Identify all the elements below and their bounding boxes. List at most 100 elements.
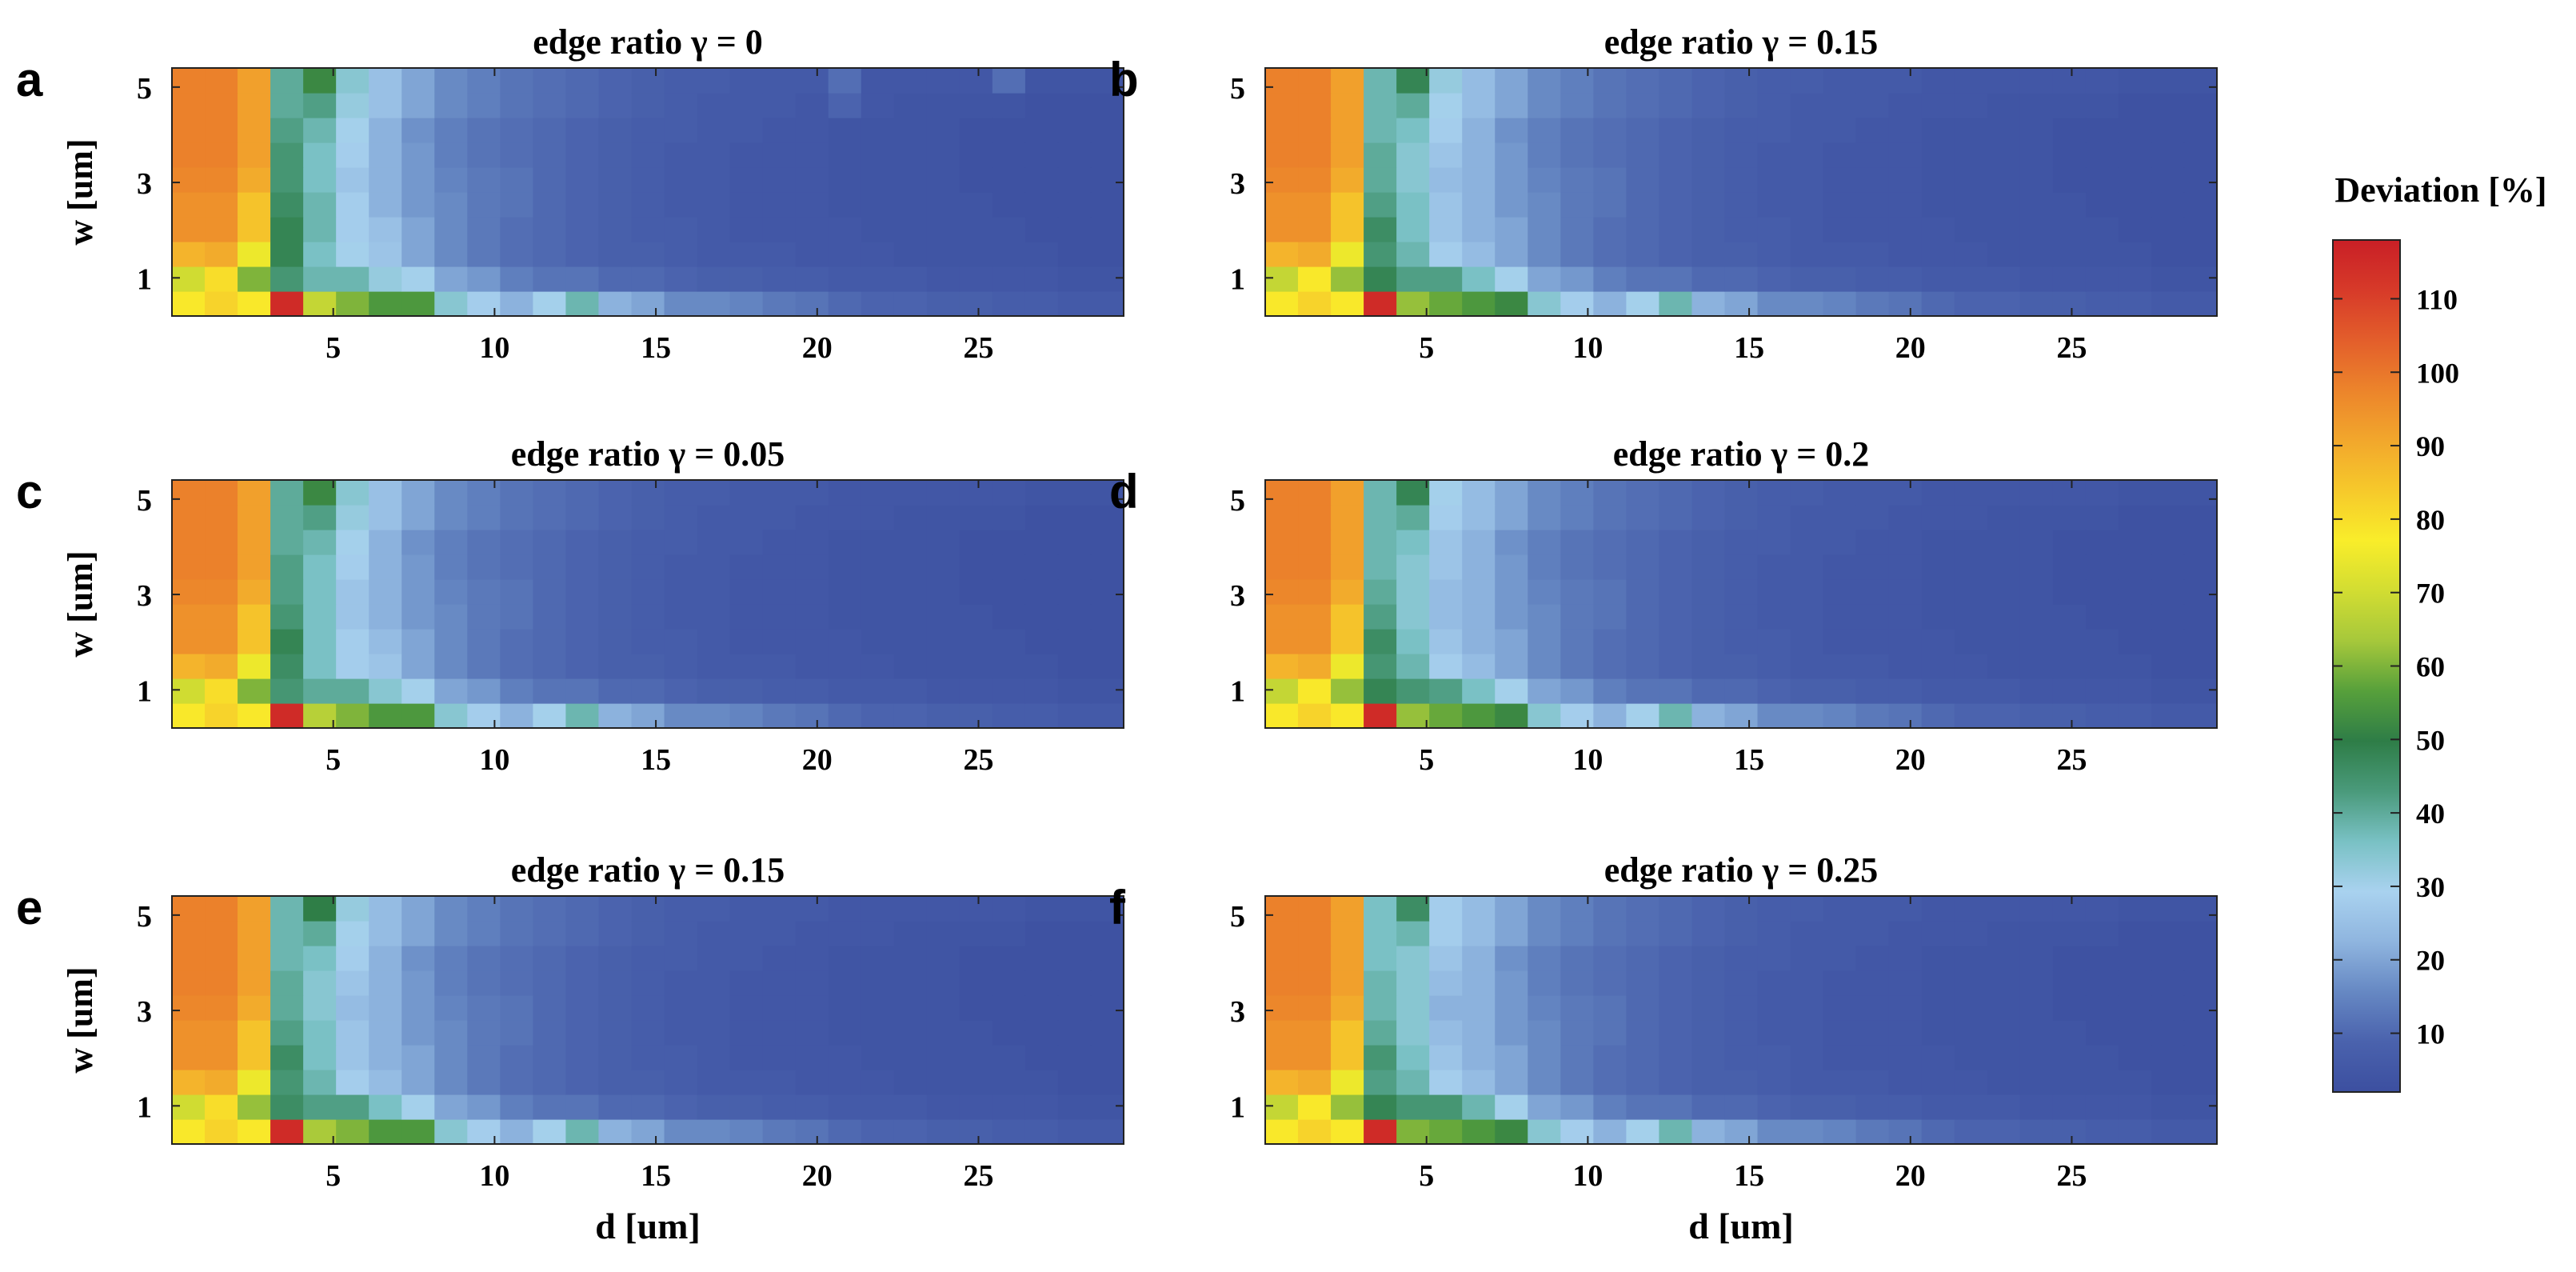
heatmap-cell bbox=[795, 480, 829, 506]
heatmap-cell bbox=[1429, 118, 1463, 143]
heatmap-cell bbox=[1757, 604, 1791, 630]
heatmap-cell bbox=[992, 93, 1026, 118]
heatmap-cell bbox=[631, 554, 665, 580]
heatmap-cell bbox=[1987, 1045, 2021, 1070]
heatmap-cell bbox=[1024, 217, 1059, 242]
heatmap-cell bbox=[1855, 1020, 1890, 1046]
heatmap-cell bbox=[697, 678, 731, 704]
heatmap-cell bbox=[1298, 629, 1332, 654]
heatmap-cell bbox=[1724, 1119, 1759, 1145]
heatmap-cell bbox=[467, 266, 501, 292]
heatmap-cell bbox=[893, 1020, 928, 1046]
heatmap-cell bbox=[270, 946, 304, 971]
heatmap-cell bbox=[1528, 654, 1561, 679]
heatmap-cell bbox=[2052, 678, 2087, 704]
heatmap-cell bbox=[1921, 167, 1955, 193]
heatmap-cell bbox=[1691, 480, 1726, 506]
heatmap-cell bbox=[2183, 192, 2218, 218]
heatmap-cell bbox=[2183, 167, 2218, 193]
heatmap-cell bbox=[1265, 266, 1299, 292]
heatmap-cell bbox=[1057, 530, 1092, 555]
heatmap-cell bbox=[598, 93, 633, 118]
heatmap-cell bbox=[795, 505, 829, 530]
heatmap-cell bbox=[2183, 505, 2218, 530]
heatmap-cell bbox=[1560, 579, 1594, 605]
heatmap-cell bbox=[2052, 242, 2087, 267]
heatmap-cell bbox=[631, 946, 665, 971]
heatmap-cell bbox=[1823, 1045, 1857, 1070]
heatmap-cell bbox=[861, 554, 895, 580]
heatmap-cell bbox=[631, 1119, 665, 1145]
heatmap-cell bbox=[2019, 93, 2054, 118]
heatmap-cell bbox=[1265, 678, 1299, 704]
heatmap-cell bbox=[729, 530, 764, 555]
heatmap-cell bbox=[2183, 1045, 2218, 1070]
heatmap-cell bbox=[369, 703, 402, 729]
heatmap-cell bbox=[762, 118, 797, 143]
heatmap-cell bbox=[828, 579, 862, 605]
heatmap-cell bbox=[1462, 1119, 1496, 1145]
heatmap-cell bbox=[1429, 530, 1463, 555]
heatmap-cell bbox=[1987, 995, 2021, 1021]
heatmap-cell bbox=[1855, 896, 1890, 922]
heatmap-cell bbox=[565, 604, 600, 630]
heatmap-cell bbox=[2052, 1070, 2087, 1095]
heatmap-cell bbox=[1495, 1070, 1528, 1095]
heatmap-cell bbox=[434, 530, 468, 555]
heatmap-cell bbox=[303, 68, 337, 94]
heatmap-cell bbox=[270, 1020, 304, 1046]
heatmap-cell bbox=[697, 629, 731, 654]
heatmap-cell bbox=[992, 921, 1026, 946]
heatmap-cell bbox=[1659, 921, 1693, 946]
heatmap-cell bbox=[1331, 995, 1364, 1021]
heatmap-cell bbox=[1855, 242, 1890, 267]
heatmap-cell bbox=[631, 217, 665, 242]
heatmap-cell bbox=[697, 703, 731, 729]
heatmap-cell bbox=[1462, 604, 1496, 630]
heatmap-cell bbox=[401, 678, 435, 704]
heatmap-cell bbox=[697, 505, 731, 530]
heatmap-cell bbox=[1888, 1045, 1923, 1070]
heatmap-cell bbox=[697, 970, 731, 996]
heatmap-cell bbox=[1024, 167, 1059, 193]
heatmap-cell bbox=[1560, 242, 1594, 267]
heatmap-cell bbox=[1921, 995, 1955, 1021]
heatmap-cell bbox=[1855, 579, 1890, 605]
heatmap-cell bbox=[1757, 1020, 1791, 1046]
heatmap-cell bbox=[1593, 167, 1627, 193]
heatmap-cell bbox=[861, 678, 895, 704]
heatmap-cell bbox=[1462, 167, 1496, 193]
heatmap-cell bbox=[828, 142, 862, 168]
heatmap-cell bbox=[631, 192, 665, 218]
heatmap-cell bbox=[1298, 1070, 1332, 1095]
heatmap-cell bbox=[893, 703, 928, 729]
heatmap-cell bbox=[565, 946, 600, 971]
heatmap-cell bbox=[1462, 654, 1496, 679]
heatmap-cell bbox=[2019, 921, 2054, 946]
heatmap-cell bbox=[828, 505, 862, 530]
heatmap-cell bbox=[664, 1119, 698, 1145]
heatmap-cell bbox=[828, 604, 862, 630]
heatmap-cell bbox=[959, 142, 993, 168]
heatmap-cell bbox=[2085, 678, 2119, 704]
heatmap-cell bbox=[172, 995, 206, 1021]
heatmap-cell bbox=[2085, 703, 2119, 729]
heatmap-cell bbox=[1659, 68, 1693, 94]
heatmap-cell bbox=[1823, 970, 1857, 996]
heatmap-cell bbox=[1691, 530, 1726, 555]
heatmap-cell bbox=[533, 118, 567, 143]
heatmap-cell bbox=[1024, 266, 1059, 292]
heatmap-cell bbox=[401, 68, 435, 94]
heatmap-cell bbox=[1987, 167, 2021, 193]
heatmap-cell bbox=[1724, 1020, 1759, 1046]
heatmap-cell bbox=[1057, 1045, 1092, 1070]
heatmap-cell bbox=[1090, 118, 1124, 143]
heatmap-cell bbox=[2085, 921, 2119, 946]
heatmap-cell bbox=[1364, 1045, 1397, 1070]
heatmap-cell bbox=[401, 1045, 435, 1070]
heatmap-cell bbox=[369, 192, 402, 218]
heatmap-cell bbox=[565, 192, 600, 218]
heatmap-cell bbox=[205, 217, 238, 242]
x-tick-label: 10 bbox=[479, 1159, 509, 1193]
